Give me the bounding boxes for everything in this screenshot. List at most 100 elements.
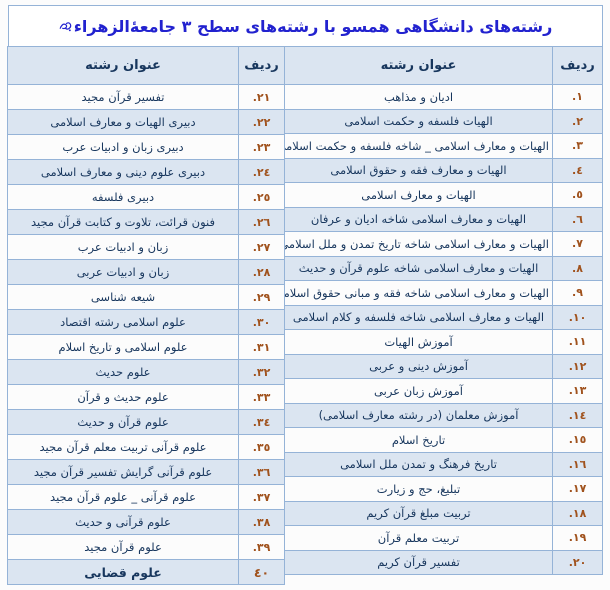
row-number-cell: ٢٦.	[238, 209, 285, 235]
row-number-cell: ٣٧.	[238, 484, 285, 510]
row-number-cell: ٢٩.	[238, 284, 285, 310]
field-title-cell: علوم حدیث و قرآن	[7, 384, 239, 410]
table-row: ١٦. تاریخ فرهنگ و تمدن ملل اسلامی	[284, 451, 603, 477]
table-row: ٣. الهیات و معارف اسلامی _ شاخه فلسفه و ح…	[284, 133, 603, 159]
row-number-cell: ٥.	[552, 182, 603, 208]
table-row: ٤٠ علوم قضایی	[7, 559, 285, 585]
row-number-cell: ٣.	[552, 133, 603, 159]
field-title-cell: دبیری فلسفه	[7, 184, 239, 210]
field-title-cell: شیعه شناسی	[7, 284, 239, 310]
row-number-cell: ٣٠.	[238, 309, 285, 335]
row-number-cell: ٢٠.	[552, 549, 603, 575]
field-title-cell: آموزش الهیات	[284, 329, 553, 355]
table-row: ٣٥. علوم قرآنی تربیت معلم قرآن مجید	[7, 434, 285, 460]
row-number-cell: ٩.	[552, 280, 603, 306]
table-row: ٤. الهیات و معارف فقه و حقوق اسلامی	[284, 157, 603, 183]
table-row: ١٧. تبلیغ، حج و زیارت	[284, 476, 603, 502]
table-row: ٣٩. علوم قرآن مجید	[7, 534, 285, 560]
field-title-cell: تاریخ اسلام	[284, 427, 553, 453]
table-row: ٢٧. زبان و ادبیات عرب	[7, 234, 285, 260]
row-number-cell: ٨.	[552, 255, 603, 281]
field-title-cell: الهیات و معارف اسلامی شاخه فقه و مبانی ح…	[284, 280, 553, 306]
row-number-cell: ٢.	[552, 108, 603, 134]
field-title-cell: فنون قرائت، تلاوت و کتابت قرآن مجید	[7, 209, 239, 235]
field-title-cell: تفسیر قرآن کریم	[284, 549, 553, 575]
field-title-cell: علوم قرآن و حدیث	[7, 409, 239, 435]
table-row: ٧. الهیات و معارف اسلامی شاخه تاریخ تمدن …	[284, 231, 603, 257]
page-title: رشته‌های دانشگاهی همسو با رشته‌های سطح ٣…	[73, 16, 553, 36]
field-title-cell: دبیری زبان و ادبیات عرب	[7, 134, 239, 160]
field-title-cell: تربیت معلم قرآن	[284, 525, 553, 551]
table-row: ١٥. تاریخ اسلام	[284, 427, 603, 453]
row-number-cell: ١٢.	[552, 353, 603, 379]
header-field-title: عنوان رشته	[284, 46, 553, 85]
row-number-cell: ٢٣.	[238, 134, 285, 160]
field-title-cell: زبان و ادبیات عرب	[7, 234, 239, 260]
table-row: ٢٩. شیعه شناسی	[7, 284, 285, 310]
table-row: ٨. الهیات و معارف اسلامی شاخه علوم قرآن و…	[284, 255, 603, 281]
header-field-title: عنوان رشته	[7, 46, 239, 85]
row-number-cell: ١٩.	[552, 525, 603, 551]
row-number-cell: ٤٠	[238, 559, 285, 585]
fields-table-rows-1-20: ردیف عنوان رشته ١. ادیان و مذاهب ٢. الهیات …	[284, 46, 603, 575]
row-number-cell: ٣٣.	[238, 384, 285, 410]
header-row: ردیف عنوان رشته	[7, 46, 285, 85]
field-title-cell: الهیات و معارف اسلامی	[284, 182, 553, 208]
field-title-cell: علوم قرآنی گرایش تفسیر قرآن مجید	[7, 459, 239, 485]
field-title-cell: علوم اسلامی و تاریخ اسلام	[7, 334, 239, 360]
row-number-cell: ١١.	[552, 329, 603, 355]
fields-table-rows-21-40: ردیف عنوان رشته ٢١. تفسیر قرآن مجید ٢٢. دبی…	[7, 46, 285, 585]
field-title-cell: الهیات و معارف اسلامی شاخه ادیان و عرفان	[284, 206, 553, 232]
row-number-cell: ٢٤.	[238, 159, 285, 185]
field-title-cell: علوم قرآنی تربیت معلم قرآن مجید	[7, 434, 239, 460]
row-number-cell: ٣٥.	[238, 434, 285, 460]
field-title-cell: الهیات و معارف فقه و حقوق اسلامی	[284, 157, 553, 183]
row-number-cell: ١٧.	[552, 476, 603, 502]
row-number-cell: ٧.	[552, 231, 603, 257]
table-row: ٥. الهیات و معارف اسلامی	[284, 182, 603, 208]
table-row: ٢٤. دبیری علوم دینی و معارف اسلامی	[7, 159, 285, 185]
table-row: ١٣. آموزش زبان عربی	[284, 378, 603, 404]
table-row: ٦. الهیات و معارف اسلامی شاخه ادیان و عرف…	[284, 206, 603, 232]
row-number-cell: ١٦.	[552, 451, 603, 477]
field-title-cell: دبیری علوم دینی و معارف اسلامی	[7, 159, 239, 185]
row-number-cell: ١٠.	[552, 304, 603, 330]
table-row: ٣٣. علوم حدیث و قرآن	[7, 384, 285, 410]
row-number-cell: ٢٨.	[238, 259, 285, 285]
field-title-cell: تاریخ فرهنگ و تمدن ملل اسلامی	[284, 451, 553, 477]
field-title-cell: تربیت مبلغ قرآن کریم	[284, 500, 553, 526]
header-row-number: ردیف	[552, 46, 603, 85]
field-title-cell: تبلیغ، حج و زیارت	[284, 476, 553, 502]
field-title-cell: تفسیر قرآن مجید	[7, 84, 239, 110]
table-row: ٢٢. دبیری الهیات و معارف اسلامی	[7, 109, 285, 135]
header-row-number: ردیف	[238, 46, 285, 85]
header-row: ردیف عنوان رشته	[284, 46, 603, 85]
table-row: ٢٠. تفسیر قرآن کریم	[284, 549, 603, 575]
table-row: ١٨. تربیت مبلغ قرآن کریم	[284, 500, 603, 526]
row-number-cell: ٣٤.	[238, 409, 285, 435]
table-title-bar: رشته‌های دانشگاهی همسو با رشته‌های سطح ٣…	[8, 5, 603, 47]
field-title-cell: زبان و ادبیات عربی	[7, 259, 239, 285]
table-row: ٣٢. علوم حدیث	[7, 359, 285, 385]
row-number-cell: ٣٢.	[238, 359, 285, 385]
table-row: ٣٤. علوم قرآن و حدیث	[7, 409, 285, 435]
field-title-cell: آموزش زبان عربی	[284, 378, 553, 404]
row-number-cell: ٣١.	[238, 334, 285, 360]
table-row: ١٤. آموزش معلمان (در رشته معارف اسلامی)	[284, 402, 603, 428]
table-row: ١٢. آموزش دینی و عربی	[284, 353, 603, 379]
table-row: ٣٦. علوم قرآنی گرایش تفسیر قرآن مجید	[7, 459, 285, 485]
row-number-cell: ٣٦.	[238, 459, 285, 485]
table-row: ٢٣. دبیری زبان و ادبیات عرب	[7, 134, 285, 160]
table-row: ٩. الهیات و معارف اسلامی شاخه فقه و مبانی…	[284, 280, 603, 306]
row-number-cell: ٣٩.	[238, 534, 285, 560]
table-row: ٣٨. علوم قرآنی و حدیث	[7, 509, 285, 535]
row-number-cell: ٣٨.	[238, 509, 285, 535]
field-title-cell: الهیات فلسفه و حکمت اسلامی	[284, 108, 553, 134]
field-title-cell: علوم قضایی	[7, 559, 239, 585]
field-title-cell: علوم اسلامی رشته اقتصاد	[7, 309, 239, 335]
table-row: ٢٨. زبان و ادبیات عربی	[7, 259, 285, 285]
table-row: ٣٧. علوم قرآنی _ علوم قرآن مجید	[7, 484, 285, 510]
table-row: ٢١. تفسیر قرآن مجید	[7, 84, 285, 110]
field-title-cell: آموزش معلمان (در رشته معارف اسلامی)	[284, 402, 553, 428]
